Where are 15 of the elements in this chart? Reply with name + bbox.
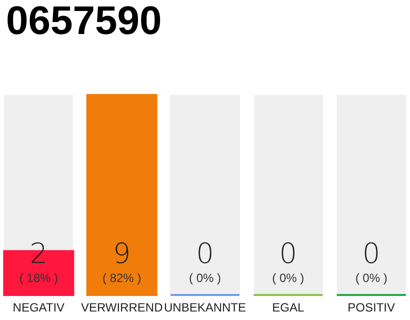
data-label: ( 18% ) <box>19 271 58 285</box>
x-tick-label: POSITIV <box>348 300 395 314</box>
annotation: 9 <box>112 237 131 270</box>
data-label: ( 0% ) <box>272 271 304 285</box>
data-label: ( 0% ) <box>355 271 388 285</box>
x-tick-label: EGAL <box>272 300 304 314</box>
annotation: 0 <box>196 237 214 270</box>
data-label: ( 0% ) <box>188 271 222 285</box>
x-tick-label: VERWIRREND <box>80 300 164 314</box>
x-tick-label: UNBEKANNTE <box>164 300 246 314</box>
annotation: 0 <box>279 237 298 270</box>
x-tick-label: NEGATIV <box>12 300 65 314</box>
chart-title: 0657590 <box>6 0 162 43</box>
data-label: ( 82% ) <box>102 271 142 285</box>
annotation: 0 <box>362 237 380 270</box>
